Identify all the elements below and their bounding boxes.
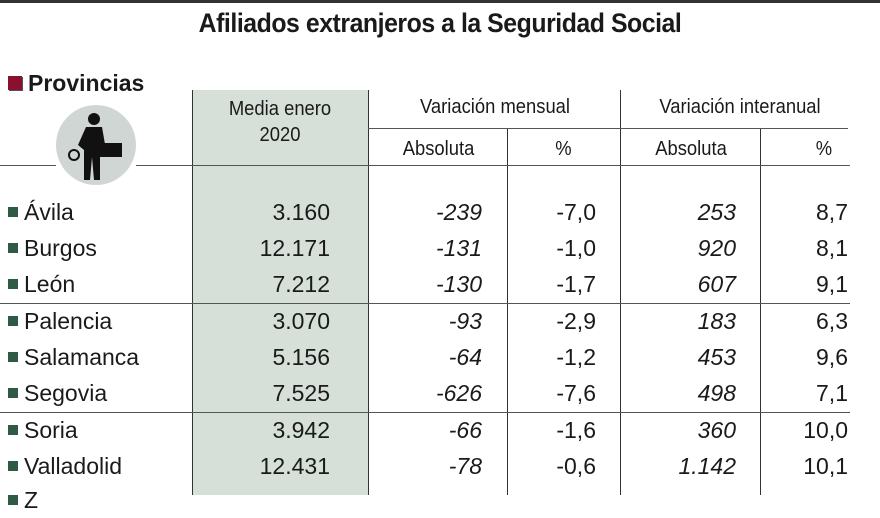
cell-i_pct: 6,3 — [816, 308, 848, 334]
cell-i_abs: 498 — [697, 380, 736, 406]
cell-i_pct: 10,0 — [803, 417, 848, 443]
divider — [0, 165, 56, 166]
cell-i_abs: 183 — [697, 308, 736, 334]
table-row: Valladolid 12.431 -78 -0,6 1.142 10,1 — [0, 448, 880, 484]
table-row: Palencia 3.070 -93 -2,9 183 6,3 — [0, 303, 880, 339]
cell-m_pct: -2,9 — [556, 308, 596, 334]
cell-m_pct: -1,0 — [556, 235, 596, 261]
cell-i_pct: 9,6 — [816, 344, 848, 370]
cell-media: 7.525 — [272, 380, 330, 406]
cell-name: León — [8, 266, 75, 302]
cell-name: Salamanca — [8, 339, 139, 375]
cell-m_abs: -130 — [435, 271, 482, 297]
top-rule — [0, 0, 880, 3]
cell-name: Palencia — [8, 303, 112, 339]
cell-media: 7.212 — [272, 271, 330, 297]
section-label: Provincias — [8, 70, 144, 97]
cell-name: Soria — [8, 412, 78, 448]
row-name: Z — [8, 482, 38, 518]
cell-i_pct: 10,1 — [803, 453, 848, 479]
divider — [368, 128, 848, 129]
divider — [507, 128, 508, 495]
divider — [368, 90, 369, 495]
header-pct: % — [815, 138, 833, 160]
cell-name: Valladolid — [8, 448, 122, 484]
table-row: Segovia 7.525 -626 -7,6 498 7,1 — [0, 375, 880, 411]
cell-i_abs: 453 — [697, 344, 736, 370]
cell-m_abs: -131 — [435, 235, 482, 261]
cell-media: 12.171 — [259, 235, 330, 261]
cell-i_abs: 607 — [697, 271, 736, 297]
cell-i_pct: 8,7 — [816, 199, 848, 225]
section-label-text: Provincias — [28, 70, 145, 96]
cell-name: Segovia — [8, 375, 107, 411]
cell-name: Burgos — [8, 230, 97, 266]
cell-m_abs: -78 — [448, 453, 482, 479]
cell-i_abs: 1.142 — [678, 453, 736, 479]
divider — [760, 128, 761, 495]
divider — [136, 165, 850, 166]
cell-media: 5.156 — [272, 344, 330, 370]
divider — [0, 412, 850, 413]
divider — [192, 90, 193, 495]
cell-i_pct: 7,1 — [816, 380, 848, 406]
header-pct: % — [555, 138, 572, 160]
cell-m_abs: -626 — [435, 380, 482, 406]
cell-media: 3.942 — [272, 417, 330, 443]
header-var-interanual: Variación interanual — [659, 96, 821, 118]
header-var-mensual: Variación mensual — [419, 96, 570, 118]
cell-m_pct: -7,6 — [556, 380, 596, 406]
cell-m_abs: -64 — [448, 344, 482, 370]
cell-i_pct: 8,1 — [816, 235, 848, 261]
table-row: Ávila 3.160 -239 -7,0 253 8,7 — [0, 194, 880, 230]
page-title: Afiliados extranjeros a la Seguridad Soc… — [198, 8, 682, 38]
divider — [620, 90, 621, 495]
cell-media: 3.070 — [272, 308, 330, 334]
table-row-clipped: Z — [0, 482, 880, 518]
cell-m_pct: -7,0 — [556, 199, 596, 225]
cell-i_abs: 920 — [697, 235, 736, 261]
table-row: Salamanca 5.156 -64 -1,2 453 9,6 — [0, 339, 880, 375]
cell-m_pct: -1,7 — [556, 271, 596, 297]
header-absoluta: Absoluta — [655, 138, 727, 160]
cell-i_abs: 253 — [697, 199, 736, 225]
header-absoluta: Absoluta — [402, 138, 475, 160]
header-media: Media enero 2020 — [228, 98, 332, 146]
cell-media: 3.160 — [272, 199, 330, 225]
cell-i_pct: 9,1 — [816, 271, 848, 297]
table-row: Soria 3.942 -66 -1,6 360 10,0 — [0, 412, 880, 448]
cell-i_abs: 360 — [697, 417, 736, 443]
worker-icon — [56, 105, 136, 185]
table-row: Burgos 12.171 -131 -1,0 920 8,1 — [0, 230, 880, 266]
cell-m_abs: -93 — [448, 308, 482, 334]
cell-m_pct: -0,6 — [556, 453, 596, 479]
cell-m_pct: -1,6 — [556, 417, 596, 443]
media-column-shade — [192, 90, 368, 495]
section-marker-icon — [8, 76, 22, 90]
cell-m_abs: -66 — [448, 417, 482, 443]
cell-name: Ávila — [8, 194, 74, 230]
table-row: León 7.212 -130 -1,7 607 9,1 — [0, 266, 880, 302]
cell-m_abs: -239 — [435, 199, 482, 225]
divider — [0, 303, 850, 304]
cell-m_pct: -1,2 — [556, 344, 596, 370]
cell-media: 12.431 — [259, 453, 330, 479]
